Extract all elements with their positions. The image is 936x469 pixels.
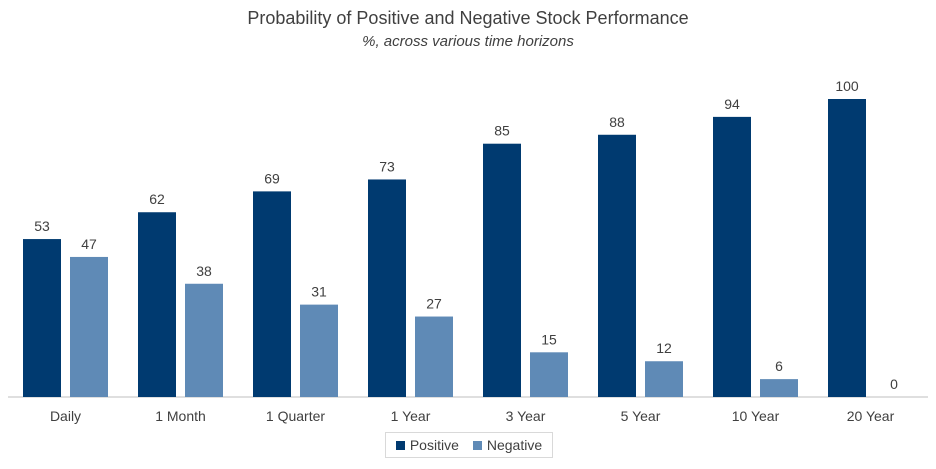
x-tick-label-0: Daily	[50, 408, 81, 424]
data-label-negative-5: 12	[656, 340, 672, 356]
bar-negative-1[interactable]	[185, 283, 223, 397]
legend-label-negative: Negative	[486, 437, 543, 453]
data-label-negative-6: 6	[775, 358, 783, 374]
data-label-positive-0: 53	[34, 218, 50, 234]
data-label-positive-2: 69	[264, 170, 280, 186]
tick-labels-group: Daily 1 Month 1 Quarter 1 Year 3 Year 5 Year 1…	[50, 408, 895, 424]
bar-negative-3[interactable]	[415, 316, 453, 397]
x-tick-label-1: 1 Month	[155, 408, 206, 424]
data-label-positive-7: 100	[835, 78, 859, 94]
data-label-negative-3: 27	[426, 296, 442, 312]
x-tick-label-2: 1 Quarter	[266, 408, 325, 424]
legend-swatch-positive	[395, 440, 405, 450]
legend-item-negative[interactable]: Negative	[472, 437, 543, 453]
x-tick-label-6: 10 Year	[732, 408, 780, 424]
x-tick-label-7: 20 Year	[847, 408, 895, 424]
bar-positive-5[interactable]	[598, 134, 636, 397]
bar-positive-3[interactable]	[368, 179, 406, 397]
data-label-positive-3: 73	[379, 158, 395, 174]
legend-item-positive[interactable]: Positive	[395, 437, 459, 453]
chart-subtitle: %, across various time horizons	[362, 33, 574, 50]
bar-negative-4[interactable]	[530, 352, 568, 397]
data-label-negative-4: 15	[541, 331, 557, 347]
bar-positive-7[interactable]	[828, 99, 866, 397]
x-tick-label-3: 1 Year	[391, 408, 431, 424]
legend-swatch-negative	[472, 440, 482, 450]
data-label-negative-2: 31	[311, 284, 327, 300]
bar-positive-1[interactable]	[138, 212, 176, 397]
data-label-positive-6: 94	[724, 96, 740, 112]
chart-title: Probability of Positive and Negative Sto…	[247, 8, 689, 28]
x-tick-label-4: 3 Year	[506, 408, 546, 424]
data-label-negative-0: 47	[81, 236, 97, 252]
bar-positive-4[interactable]	[483, 143, 521, 397]
bar-negative-6[interactable]	[760, 379, 798, 397]
bar-negative-5[interactable]	[645, 361, 683, 397]
data-label-negative-7: 0	[890, 376, 898, 392]
legend: Positive Negative	[385, 432, 553, 458]
bar-negative-0[interactable]	[70, 256, 108, 397]
x-tick-label-5: 5 Year	[621, 408, 661, 424]
data-label-negative-1: 38	[196, 263, 212, 279]
bars-group	[23, 99, 866, 397]
data-label-positive-4: 85	[494, 123, 510, 139]
bar-positive-2[interactable]	[253, 191, 291, 397]
data-label-positive-5: 88	[609, 114, 625, 130]
data-label-positive-1: 62	[149, 191, 165, 207]
legend-label-positive: Positive	[409, 437, 459, 453]
bar-positive-0[interactable]	[23, 239, 61, 397]
bar-positive-6[interactable]	[713, 116, 751, 397]
data-labels-group: 53 47 62 38 69 31 73 27 85 15 88 12 94 6 100 0	[34, 78, 898, 392]
bar-negative-2[interactable]	[300, 304, 338, 397]
